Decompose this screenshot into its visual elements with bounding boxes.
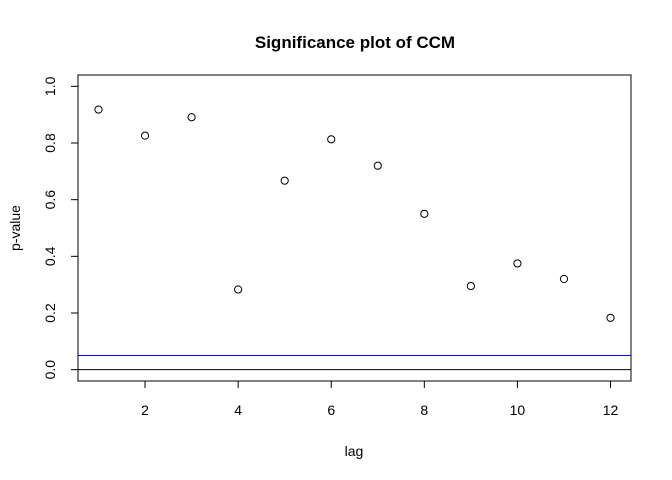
data-point (94, 105, 103, 114)
y-tick-label: 0.6 (42, 190, 58, 210)
plot-frame (77, 74, 632, 382)
x-axis: 2 4 6 8 10 12 (141, 380, 619, 418)
x-tick-label: 8 (420, 402, 428, 418)
data-point (420, 209, 429, 218)
y-tick-label: 0.8 (42, 133, 58, 153)
x-tick-label: 10 (510, 402, 526, 418)
data-point (327, 135, 336, 144)
y-tick-label: 0.4 (42, 246, 58, 266)
x-tick-label: 4 (234, 402, 242, 418)
data-point (373, 161, 382, 170)
data-point (280, 176, 289, 185)
data-point (606, 313, 615, 322)
y-axis: 0.0 0.2 0.4 0.6 0.8 1.0 (42, 76, 79, 380)
x-tick-label: 12 (603, 402, 619, 418)
data-point (187, 113, 196, 122)
x-tick-label: 6 (327, 402, 335, 418)
data-point (466, 281, 475, 291)
data-point (513, 259, 522, 268)
x-tick-label: 2 (141, 402, 149, 418)
y-axis-label: p-value (7, 205, 23, 251)
y-tick-label: 1.0 (42, 76, 58, 96)
data-point (559, 274, 569, 284)
data-point (234, 285, 243, 294)
y-tick-label: 0.2 (42, 303, 58, 323)
chart-title: Significance plot of CCM (255, 33, 455, 52)
x-axis-label: lag (345, 443, 364, 459)
y-tick-label: 0.0 (42, 360, 58, 380)
data-point (140, 131, 150, 140)
data-points (94, 105, 615, 322)
reference-lines (78, 355, 631, 371)
